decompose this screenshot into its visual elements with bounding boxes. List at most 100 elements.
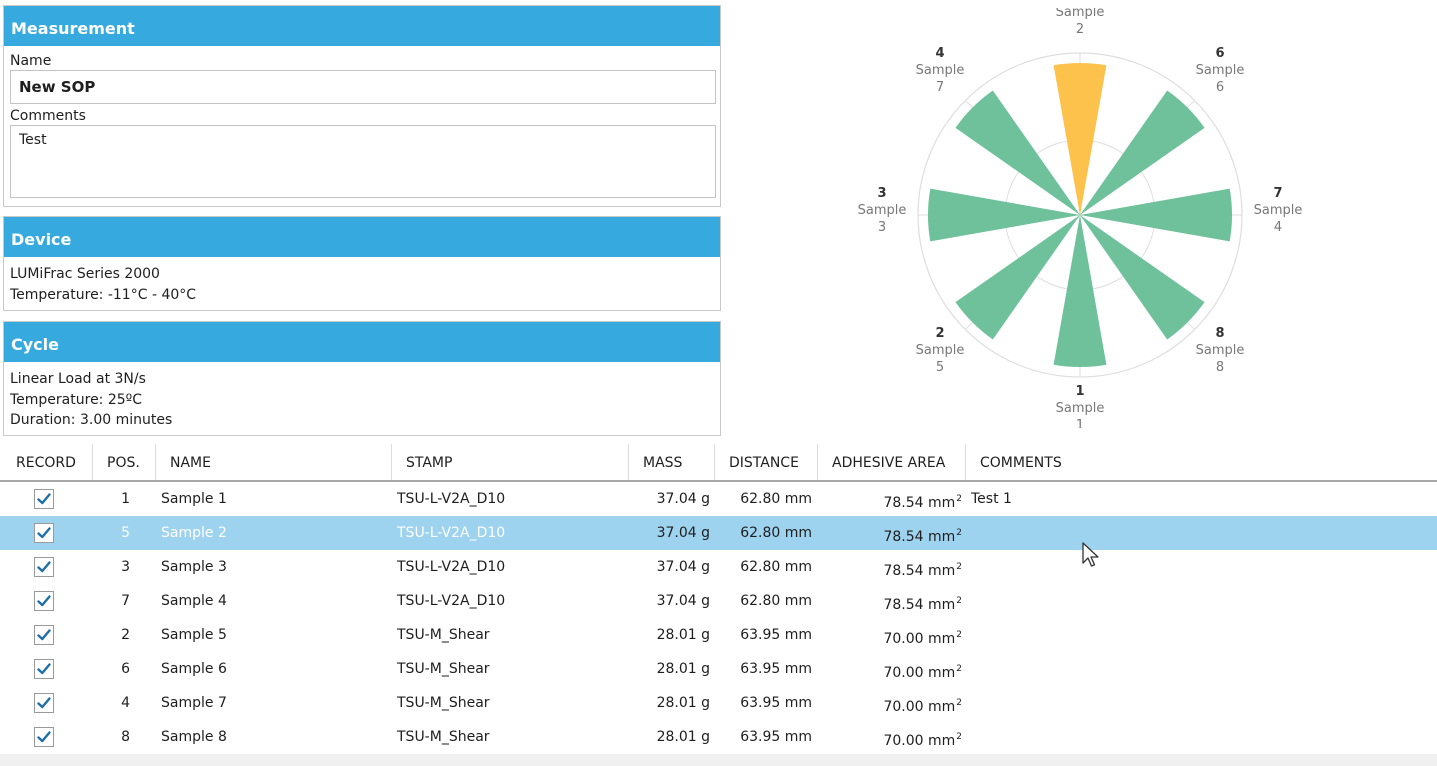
comments-input[interactable]: Test — [10, 125, 716, 198]
mouse-pointer-icon — [1082, 542, 1099, 567]
cell-pos: 8 — [121, 729, 130, 745]
cell-distance: 62.80 mm — [740, 491, 812, 507]
header-name[interactable]: NAME — [156, 444, 392, 480]
record-checkbox[interactable] — [34, 625, 54, 645]
cell-mass: 28.01 g — [656, 661, 710, 677]
record-checkbox[interactable] — [34, 523, 54, 543]
position-sample-label: Sample — [1056, 8, 1105, 20]
area-unit-exponent: 2 — [956, 630, 962, 640]
cell-name: Sample 5 — [161, 627, 227, 643]
area-value: 78.54 mm — [883, 495, 956, 511]
position-number-label: 7 — [1273, 186, 1282, 201]
cell-comments[interactable]: Test 1 — [971, 491, 1012, 507]
header-adhesive-area[interactable]: ADHESIVE AREA — [818, 444, 966, 480]
checkmark-icon — [37, 595, 51, 607]
cell-adhesive-area: 78.54 mm2 — [820, 584, 962, 618]
cell-mass: 37.04 g — [656, 491, 710, 507]
position-wedge-8[interactable] — [1080, 215, 1205, 340]
header-record[interactable]: RECORD — [0, 444, 93, 480]
position-sample-label: Sample — [916, 343, 965, 358]
position-wedge-1[interactable] — [1053, 215, 1107, 367]
position-wedge-3[interactable] — [928, 188, 1080, 242]
position-wedge-6[interactable] — [1080, 90, 1205, 215]
table-row[interactable]: 1 Sample 1 TSU-L-V2A_D10 37.04 g 62.80 mm 78.… — [0, 482, 1437, 516]
position-sample-number: 1 — [1076, 418, 1084, 428]
record-checkbox[interactable] — [34, 591, 54, 611]
area-value: 70.00 mm — [883, 665, 956, 681]
checkmark-icon — [37, 561, 51, 573]
cell-distance: 63.95 mm — [740, 695, 812, 711]
position-sample-number: 7 — [936, 80, 944, 95]
header-mass[interactable]: MASS — [629, 444, 715, 480]
position-wedge-7[interactable] — [1080, 188, 1232, 242]
header-pos[interactable]: POS. — [93, 444, 156, 480]
cell-name: Sample 1 — [161, 491, 227, 507]
cell-stamp: TSU-L-V2A_D10 — [397, 559, 506, 575]
table-row[interactable]: 8 Sample 8 TSU-M_Shear 28.01 g 63.95 mm 70.00… — [0, 720, 1437, 754]
area-unit-exponent: 2 — [956, 732, 962, 742]
header-comments[interactable]: COMMENTS — [980, 455, 1062, 471]
cell-distance: 63.95 mm — [740, 627, 812, 643]
device-model: LUMiFrac Series 2000 — [10, 266, 160, 282]
position-sample-number: 5 — [936, 360, 944, 375]
horizontal-scrollbar[interactable] — [0, 754, 1437, 766]
cell-pos: 3 — [121, 559, 130, 575]
cell-mass: 37.04 g — [656, 525, 710, 541]
name-input[interactable]: New SOP — [10, 70, 716, 104]
position-sample-label: Sample — [1056, 401, 1105, 416]
position-wedge-2[interactable] — [955, 215, 1080, 340]
cell-name: Sample 6 — [161, 661, 227, 677]
cell-distance: 63.95 mm — [740, 661, 812, 677]
name-label: Name — [10, 53, 52, 69]
cycle-header: Cycle — [4, 322, 720, 362]
checkmark-icon — [37, 629, 51, 641]
table-row[interactable]: 4 Sample 7 TSU-M_Shear 28.01 g 63.95 mm 70.00… — [0, 686, 1437, 720]
device-panel: Device LUMiFrac Series 2000 Temperature:… — [3, 216, 721, 311]
cell-distance: 62.80 mm — [740, 559, 812, 575]
position-sample-number: 3 — [878, 220, 886, 235]
rotor-position-chart: 1Sample12Sample53Sample34Sample75Sample2… — [858, 8, 1303, 428]
position-wedge-4[interactable] — [955, 90, 1080, 215]
record-checkbox-cell — [34, 482, 54, 516]
table-header: RECORD POS. NAME STAMP MASS DISTANCE ADH… — [0, 444, 1437, 482]
measurement-header: Measurement — [4, 6, 720, 46]
cell-mass: 28.01 g — [656, 695, 710, 711]
table-row[interactable]: 5 Sample 2 TSU-L-V2A_D10 37.04 g 62.80 mm 78.… — [0, 516, 1437, 550]
checkmark-icon — [37, 527, 51, 539]
record-checkbox[interactable] — [34, 489, 54, 509]
device-temperature: Temperature: -11°C - 40°C — [10, 286, 197, 303]
cell-stamp: TSU-L-V2A_D10 — [397, 593, 506, 609]
table-row[interactable]: 2 Sample 5 TSU-M_Shear 28.01 g 63.95 mm 70.00… — [0, 618, 1437, 652]
header-stamp[interactable]: STAMP — [392, 444, 629, 480]
record-checkbox[interactable] — [34, 557, 54, 577]
cell-mass: 37.04 g — [656, 593, 710, 609]
position-wedge-5[interactable] — [1053, 63, 1107, 215]
table-row[interactable]: 3 Sample 3 TSU-L-V2A_D10 37.04 g 62.80 mm 78.… — [0, 550, 1437, 584]
position-sample-number: 4 — [1274, 220, 1282, 235]
area-unit-exponent: 2 — [956, 562, 962, 572]
cell-stamp: TSU-M_Shear — [397, 661, 490, 677]
device-header: Device — [4, 217, 720, 257]
cell-stamp: TSU-M_Shear — [397, 627, 490, 643]
cell-pos: 2 — [121, 627, 130, 643]
header-distance[interactable]: DISTANCE — [715, 444, 818, 480]
area-unit-exponent: 2 — [956, 528, 962, 538]
position-number-label: 3 — [877, 186, 886, 201]
position-number-label: 4 — [935, 46, 944, 61]
table-row[interactable]: 6 Sample 6 TSU-M_Shear 28.01 g 63.95 mm 70.00… — [0, 652, 1437, 686]
table-body: 1 Sample 1 TSU-L-V2A_D10 37.04 g 62.80 mm 78.… — [0, 482, 1437, 754]
cell-distance: 62.80 mm — [740, 593, 812, 609]
table-row[interactable]: 7 Sample 4 TSU-L-V2A_D10 37.04 g 62.80 mm 78.… — [0, 584, 1437, 618]
record-checkbox-cell — [34, 720, 54, 754]
position-sample-number: 2 — [1076, 22, 1084, 37]
area-value: 78.54 mm — [883, 529, 956, 545]
cell-adhesive-area: 78.54 mm2 — [820, 550, 962, 584]
record-checkbox[interactable] — [34, 727, 54, 747]
record-checkbox[interactable] — [34, 659, 54, 679]
area-unit-exponent: 2 — [956, 494, 962, 504]
cell-pos: 5 — [121, 525, 130, 541]
cell-pos: 7 — [121, 593, 130, 609]
record-checkbox[interactable] — [34, 693, 54, 713]
checkmark-icon — [37, 663, 51, 675]
cell-pos: 1 — [121, 491, 130, 507]
